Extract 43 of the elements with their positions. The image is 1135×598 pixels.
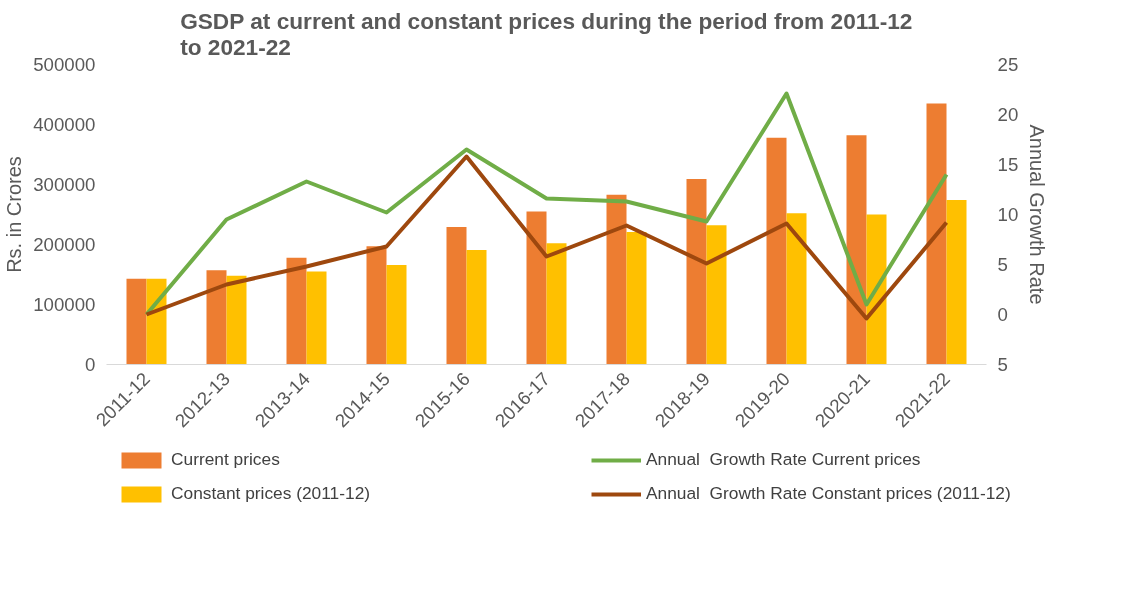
bar	[606, 194, 627, 365]
bar	[866, 214, 887, 365]
legend-label: Annual Growth Rate Constant prices (2011-12)	[646, 483, 1012, 504]
bar	[386, 264, 407, 365]
y2-tick-label: 10	[997, 204, 1019, 225]
chart-title: GSDP at current and constant prices during the period from 2011-12 to 2021-22	[180, 7, 913, 60]
bar	[126, 278, 147, 365]
y2-tick-label: 0	[997, 304, 1008, 325]
y-tick-label: 300000	[33, 174, 96, 195]
bar	[526, 211, 547, 365]
legend-label: Annual Growth Rate Current prices	[646, 449, 922, 470]
bar	[446, 227, 467, 365]
y-tick-label: 200000	[33, 234, 96, 255]
bar	[286, 257, 307, 365]
bar	[846, 135, 867, 365]
bar	[366, 246, 387, 365]
bar	[686, 179, 707, 365]
y2-axis-title: Annual Growth Rate	[1026, 124, 1049, 305]
bar	[466, 249, 487, 365]
legend-label: Current prices	[171, 449, 281, 470]
y2-tick-label: 5	[997, 354, 1008, 375]
y2-tick-label: 25	[997, 54, 1019, 75]
bar	[706, 225, 727, 365]
y-tick-label: 400000	[33, 114, 96, 135]
bar	[626, 231, 647, 365]
y-axis-title: Rs. in Crores	[3, 156, 26, 273]
bar	[546, 243, 567, 365]
line-series	[144, 154, 949, 321]
y2-tick-label: 15	[997, 154, 1019, 175]
y2-tick-label: 20	[997, 104, 1019, 125]
legend-label: Constant prices (2011-12)	[171, 483, 372, 504]
bar	[766, 137, 787, 365]
bar	[206, 270, 227, 365]
bar	[306, 271, 327, 365]
y-tick-label: 0	[85, 354, 96, 375]
y2-tick-label: 5	[997, 254, 1008, 275]
y-tick-label: 500000	[33, 54, 96, 75]
bar	[946, 200, 967, 365]
bar	[926, 103, 947, 365]
bar	[786, 213, 807, 365]
line-series	[144, 91, 949, 317]
y-tick-label: 100000	[33, 294, 96, 315]
bar	[226, 275, 247, 365]
